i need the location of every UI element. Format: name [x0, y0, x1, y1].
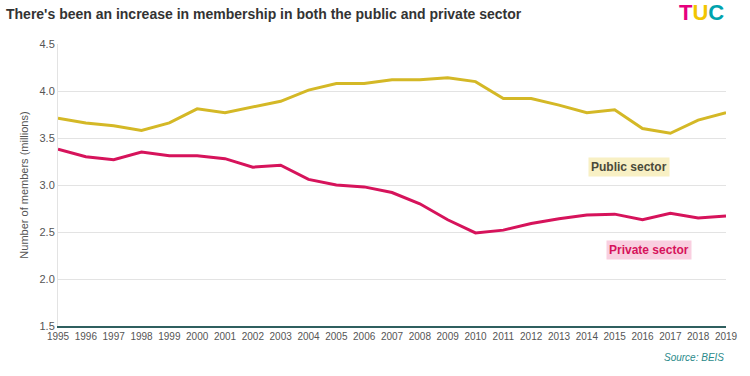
- svg-text:2015: 2015: [604, 331, 627, 342]
- svg-text:TUC: TUC: [679, 0, 724, 25]
- svg-text:3.0: 3.0: [40, 179, 55, 191]
- svg-text:Private sector: Private sector: [609, 243, 689, 257]
- svg-text:1996: 1996: [75, 331, 98, 342]
- svg-text:4.5: 4.5: [40, 38, 55, 50]
- svg-text:2014: 2014: [576, 331, 599, 342]
- svg-text:2001: 2001: [214, 331, 237, 342]
- svg-text:2017: 2017: [659, 331, 682, 342]
- svg-text:1.5: 1.5: [40, 320, 55, 332]
- svg-text:2011: 2011: [493, 331, 515, 342]
- svg-text:2009: 2009: [437, 331, 460, 342]
- svg-text:Public sector: Public sector: [591, 160, 667, 174]
- svg-text:2.0: 2.0: [40, 273, 55, 285]
- svg-text:2010: 2010: [464, 331, 487, 342]
- svg-text:1999: 1999: [158, 331, 181, 342]
- svg-text:2013: 2013: [548, 331, 571, 342]
- svg-text:2.5: 2.5: [40, 226, 55, 238]
- svg-text:2006: 2006: [353, 331, 376, 342]
- svg-text:3.5: 3.5: [40, 132, 55, 144]
- svg-text:2004: 2004: [297, 331, 320, 342]
- svg-text:2019: 2019: [715, 331, 738, 342]
- svg-text:There's been an increase in me: There's been an increase in membership i…: [6, 6, 522, 22]
- svg-text:1997: 1997: [103, 331, 126, 342]
- svg-text:Source: BEIS: Source: BEIS: [664, 352, 724, 363]
- svg-text:2008: 2008: [409, 331, 432, 342]
- svg-text:Number of members (millions): Number of members (millions): [18, 111, 30, 258]
- svg-text:2018: 2018: [687, 331, 710, 342]
- svg-text:2002: 2002: [242, 331, 265, 342]
- svg-text:2005: 2005: [325, 331, 348, 342]
- svg-text:2000: 2000: [186, 331, 209, 342]
- svg-text:4.0: 4.0: [40, 85, 55, 97]
- svg-text:2012: 2012: [520, 331, 543, 342]
- svg-text:2007: 2007: [381, 331, 404, 342]
- svg-text:2016: 2016: [631, 331, 654, 342]
- svg-text:1995: 1995: [47, 331, 70, 342]
- svg-text:2003: 2003: [270, 331, 293, 342]
- svg-text:1998: 1998: [130, 331, 153, 342]
